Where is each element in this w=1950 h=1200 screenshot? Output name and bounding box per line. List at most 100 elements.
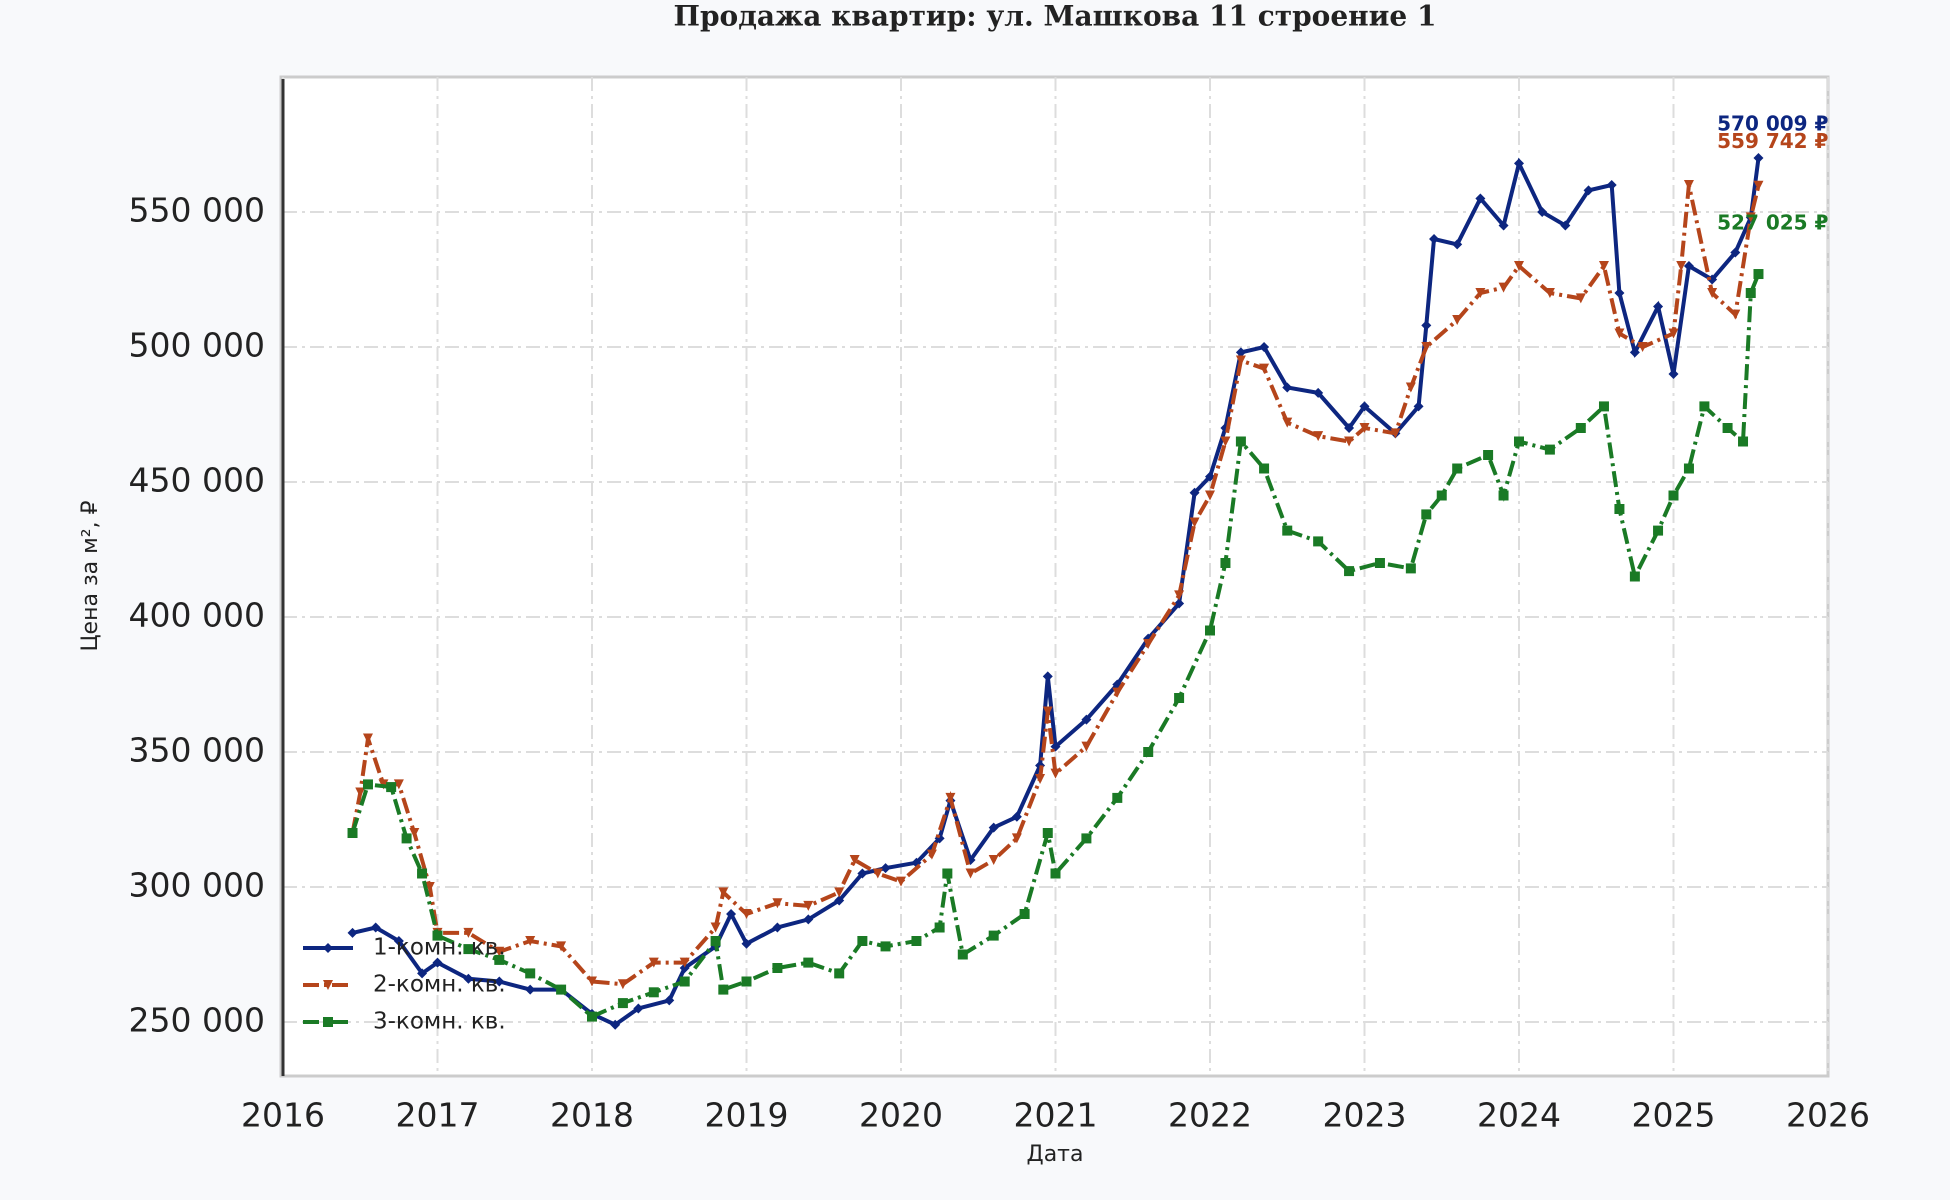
marker xyxy=(525,968,536,979)
marker xyxy=(617,998,628,1009)
marker xyxy=(587,1011,597,1022)
marker xyxy=(741,976,752,987)
marker xyxy=(494,946,505,957)
marker xyxy=(1313,536,1324,547)
marker xyxy=(1653,525,1664,536)
y-tick-label: 300 000 xyxy=(129,866,265,905)
marker xyxy=(1421,320,1432,331)
marker xyxy=(1313,431,1324,442)
marker xyxy=(1753,152,1764,163)
legend-label: 1-комн. кв. xyxy=(373,935,506,961)
marker xyxy=(1699,401,1710,412)
marker xyxy=(393,779,404,790)
marker xyxy=(957,949,968,960)
marker xyxy=(926,849,937,860)
marker xyxy=(1707,288,1718,298)
marker xyxy=(1452,239,1463,250)
marker xyxy=(1205,490,1215,501)
marker xyxy=(417,868,428,879)
marker xyxy=(1753,180,1764,191)
marker xyxy=(1019,909,1030,919)
marker xyxy=(1235,347,1246,358)
marker xyxy=(1050,768,1061,779)
marker xyxy=(393,936,404,946)
marker xyxy=(1220,558,1231,568)
marker xyxy=(347,927,358,938)
marker xyxy=(772,898,783,909)
marker xyxy=(1475,193,1486,204)
marker xyxy=(1174,693,1185,703)
marker xyxy=(1112,687,1123,698)
y-tick-label: 500 000 xyxy=(129,326,265,365)
chart-title: Продажа квартир: ул. Машкова 11 строение… xyxy=(674,0,1437,33)
marker xyxy=(1575,423,1586,433)
y-tick-label: 550 000 xyxy=(129,191,265,230)
x-tick-label: 2026 xyxy=(1786,1096,1870,1135)
x-tick-label: 2024 xyxy=(1477,1096,1561,1135)
marker xyxy=(648,987,659,998)
marker xyxy=(1359,401,1370,412)
marker xyxy=(710,922,721,933)
marker xyxy=(1174,590,1185,601)
marker xyxy=(1722,423,1733,433)
marker xyxy=(1282,417,1293,428)
marker xyxy=(1374,558,1385,568)
marker xyxy=(1189,487,1200,498)
marker xyxy=(834,968,845,979)
marker xyxy=(1282,525,1293,536)
marker xyxy=(1413,401,1424,412)
marker xyxy=(1042,828,1053,838)
marker xyxy=(1544,444,1555,455)
end-label: 527 025 ₽ xyxy=(1717,211,1828,235)
marker xyxy=(323,943,333,953)
marker xyxy=(1498,282,1509,293)
marker xyxy=(1514,436,1524,447)
marker xyxy=(432,930,443,941)
marker xyxy=(1629,571,1640,582)
marker xyxy=(1730,309,1741,320)
marker xyxy=(525,984,536,995)
marker xyxy=(679,963,690,973)
marker xyxy=(1514,158,1524,169)
marker xyxy=(834,895,845,906)
marker xyxy=(911,936,922,946)
marker xyxy=(857,936,868,946)
marker xyxy=(355,787,366,798)
series-line xyxy=(350,273,1761,1019)
marker xyxy=(718,887,729,898)
end-label: 570 009 ₽ xyxy=(1717,111,1828,135)
x-tick-label: 2022 xyxy=(1168,1096,1252,1135)
marker xyxy=(1514,261,1524,271)
end-label: 559 742 ₽ xyxy=(1717,129,1828,153)
marker xyxy=(1220,436,1231,447)
marker xyxy=(1683,463,1694,474)
marker xyxy=(1745,212,1756,223)
marker xyxy=(362,733,373,744)
marker xyxy=(945,792,956,803)
marker xyxy=(610,1019,621,1030)
y-tick-label: 450 000 xyxy=(129,461,265,500)
marker xyxy=(1653,301,1664,312)
marker xyxy=(772,922,783,933)
marker xyxy=(1560,220,1571,231)
marker xyxy=(1011,833,1022,844)
x-tick-label: 2020 xyxy=(859,1096,943,1135)
marker xyxy=(803,900,814,911)
marker xyxy=(463,973,474,984)
marker xyxy=(1081,833,1092,844)
marker xyxy=(1637,342,1648,352)
marker xyxy=(1745,288,1756,298)
marker xyxy=(965,868,976,879)
marker xyxy=(1189,517,1200,528)
marker xyxy=(1498,490,1509,501)
marker xyxy=(988,855,999,865)
marker xyxy=(1452,315,1463,325)
marker xyxy=(347,828,358,838)
marker xyxy=(1668,490,1679,501)
marker xyxy=(896,876,906,887)
marker xyxy=(803,914,814,925)
marker xyxy=(1606,180,1617,190)
marker xyxy=(633,1003,644,1014)
marker xyxy=(1598,261,1609,271)
